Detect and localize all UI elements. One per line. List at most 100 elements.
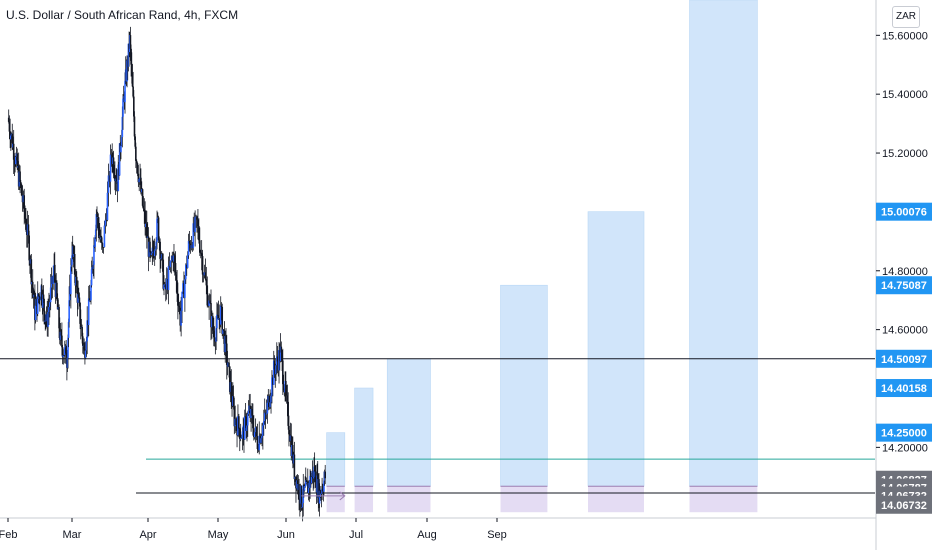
projection-bar-4[interactable] (587, 211, 645, 487)
candle-body (140, 177, 142, 193)
candle-body (43, 299, 45, 312)
currency-button[interactable]: ZAR (892, 6, 920, 28)
target-zone-4[interactable] (588, 486, 644, 513)
candle-body (318, 490, 321, 504)
target-zone-3[interactable] (500, 486, 548, 513)
candle-body (26, 224, 29, 235)
candle-body (241, 431, 244, 439)
candle-body (273, 360, 276, 370)
time-axis[interactable]: Feb Mar Apr May Jun Jul Aug Sep (0, 517, 876, 541)
price-label-1[interactable] (876, 276, 932, 295)
candle-body (126, 60, 128, 82)
candle-body (208, 300, 210, 306)
candle-body (235, 418, 237, 426)
candle-body (108, 175, 111, 182)
candle-body (130, 48, 132, 65)
candle-body (246, 414, 249, 426)
price-label-text: 14.50097 (881, 354, 927, 366)
candle-body (68, 300, 70, 322)
price-label-8[interactable] (876, 495, 932, 514)
candle-body (197, 219, 199, 226)
x-tick-label: Jul (349, 529, 363, 541)
candle-body (302, 484, 305, 503)
price-label-text: 15.00076 (881, 207, 927, 219)
candle-body (216, 314, 218, 329)
candle-body (89, 300, 92, 302)
candle-body (233, 406, 236, 427)
candle-body (137, 173, 140, 183)
candle-body (23, 195, 26, 213)
candle-body (39, 299, 42, 301)
candle-body (303, 486, 306, 491)
candle-body (155, 241, 158, 250)
candle-body (98, 226, 100, 236)
candle-body (63, 355, 65, 356)
candle-body (301, 507, 303, 509)
target-zone-1[interactable] (354, 486, 374, 513)
candle-body (256, 436, 259, 450)
candle-body (31, 281, 34, 290)
target-zone-5[interactable] (689, 486, 758, 513)
price-axis[interactable]: 15.60000 15.40000 15.20000 14.80000 14.60000… (875, 0, 932, 550)
target-zone-0[interactable] (326, 486, 345, 513)
candle-body (164, 284, 167, 290)
price-label-4[interactable] (876, 423, 932, 442)
candle-body (164, 284, 166, 286)
candle-body (222, 329, 224, 334)
candle-body (266, 402, 269, 414)
candle-body (150, 253, 153, 256)
price-label-3[interactable] (876, 379, 932, 398)
candle-body (262, 421, 265, 426)
y-tick-label: 14.20000 (882, 442, 928, 454)
candle-body (94, 237, 96, 248)
plot-area[interactable] (0, 0, 875, 522)
candle-body (124, 80, 126, 103)
price-label-0[interactable] (876, 202, 932, 221)
candle-body (174, 262, 177, 275)
candle-body (34, 305, 37, 321)
candle-body (52, 275, 55, 284)
candle-body (131, 72, 134, 87)
candle-body (59, 331, 62, 340)
candle-body (83, 345, 85, 350)
projection-bar-5[interactable] (689, 0, 758, 487)
candle-body (236, 425, 238, 436)
candle-body (237, 416, 239, 436)
candle-body (42, 294, 44, 308)
candle-body (77, 294, 79, 303)
candle-body (199, 252, 202, 254)
projection-bar-3[interactable] (500, 284, 548, 487)
candle-body (170, 260, 173, 262)
candle-body (129, 35, 132, 49)
candle-body (281, 352, 283, 361)
candle-body (161, 254, 164, 260)
candle-body (162, 259, 165, 289)
candle-body (105, 219, 108, 221)
target-zone-2[interactable] (387, 486, 431, 513)
candle-body (87, 298, 90, 326)
candle-body (213, 337, 216, 342)
candle-body (25, 229, 28, 235)
candle-body (94, 229, 97, 238)
candle-body (70, 266, 72, 295)
projection-bar-2[interactable] (386, 358, 431, 487)
candle-body (79, 323, 82, 328)
candle-body (238, 416, 240, 429)
candle-body (245, 416, 248, 431)
candle-body (144, 210, 146, 228)
candle-body (254, 427, 257, 433)
candle-body (169, 260, 172, 268)
candle-body (185, 264, 187, 280)
candle-body (135, 146, 137, 161)
candle-body (82, 336, 84, 346)
candle-body (203, 272, 206, 276)
projection-bar-1[interactable] (354, 387, 374, 487)
candle-body (180, 310, 182, 326)
candle-body (199, 240, 201, 253)
candle-body (70, 264, 73, 267)
price-label-2[interactable] (876, 349, 932, 368)
candle-body (63, 347, 66, 356)
y-tick-label: 15.40000 (882, 89, 928, 101)
candle-body (194, 217, 196, 233)
